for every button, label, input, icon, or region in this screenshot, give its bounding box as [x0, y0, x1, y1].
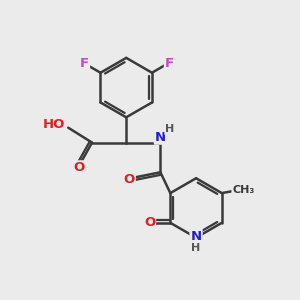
Text: F: F	[165, 57, 174, 70]
Text: O: O	[124, 173, 135, 186]
Text: N: N	[190, 230, 202, 243]
Text: F: F	[80, 57, 89, 70]
Text: CH₃: CH₃	[232, 184, 255, 194]
Text: H: H	[165, 124, 175, 134]
Text: H: H	[191, 243, 201, 253]
Text: O: O	[144, 216, 155, 229]
Text: HO: HO	[43, 118, 65, 131]
Text: N: N	[155, 131, 166, 144]
Text: O: O	[73, 161, 84, 174]
